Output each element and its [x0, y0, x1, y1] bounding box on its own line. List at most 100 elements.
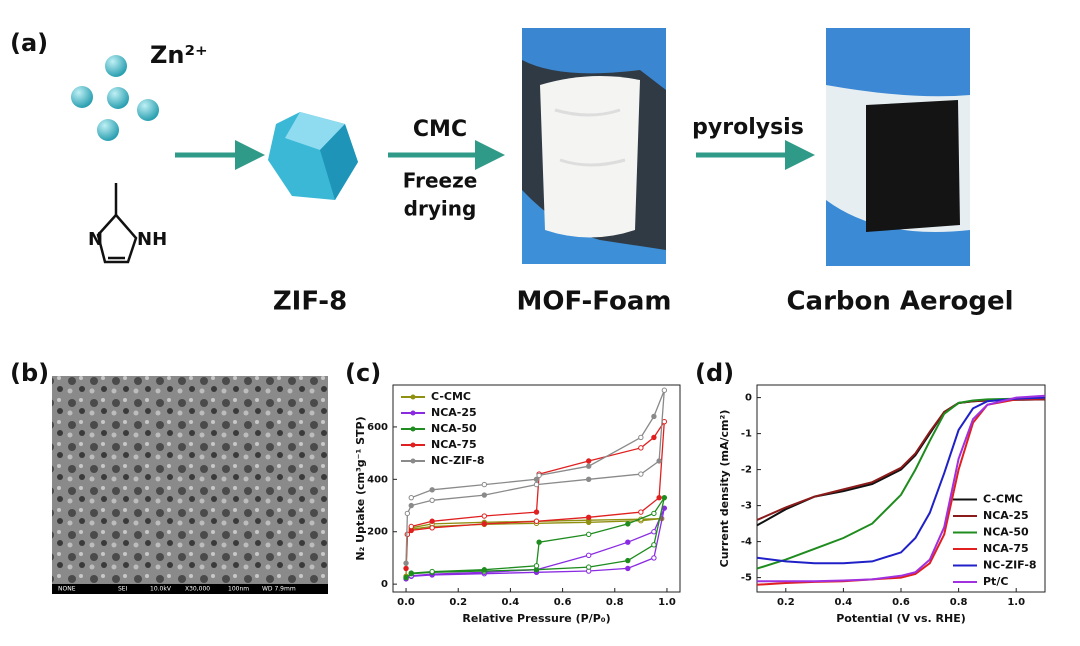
sem-text: 100nm: [228, 586, 249, 593]
y-tick-label: 0: [745, 393, 752, 404]
y-tick-label: 200: [367, 527, 388, 538]
product-label: ZIF-8: [273, 287, 347, 317]
y-tick-label: -2: [741, 465, 752, 476]
point: [533, 481, 540, 488]
x-tick-label: 0.4: [502, 597, 520, 608]
point: [651, 510, 657, 517]
sem-text: X30,000: [185, 586, 210, 593]
point: [536, 539, 542, 545]
point: [408, 494, 414, 501]
legend-label: NC-ZIF-8: [983, 559, 1037, 572]
point: [585, 463, 592, 469]
step-label: pyrolysis: [692, 115, 804, 140]
series-line: [756, 396, 1046, 565]
x-tick-label: 0.4: [835, 597, 853, 608]
legend-marker: [410, 394, 416, 400]
zn-ions: [71, 55, 159, 141]
series-line: [757, 394, 1046, 583]
legend-marker: [410, 458, 416, 464]
point: [481, 492, 488, 498]
panel-label: (b): [10, 359, 49, 387]
x-tick-label: 0.2: [777, 597, 795, 608]
x-tick-label: 1.0: [658, 597, 676, 608]
ring-nh: NH: [137, 229, 167, 250]
point: [661, 387, 668, 393]
legend-label: Pt/C: [983, 575, 1008, 588]
point: [585, 458, 592, 464]
x-tick-label: 0.8: [606, 597, 624, 608]
series-line: [756, 398, 1046, 521]
point: [429, 497, 435, 503]
y-tick-label: -1: [741, 429, 752, 440]
x-tick-label: 1.0: [1007, 597, 1025, 608]
step-label: drying: [404, 197, 477, 221]
point: [429, 568, 435, 575]
ion-label: Zn²⁺: [150, 41, 208, 69]
point: [481, 521, 488, 527]
point: [585, 514, 592, 521]
plot-frame: [392, 384, 681, 593]
point: [625, 565, 631, 572]
legend-label: C-CMC: [983, 493, 1023, 506]
point: [651, 413, 657, 420]
legend-label: NCA-75: [983, 542, 1029, 555]
x-axis-label: Relative Pressure (P/P₀): [462, 612, 610, 625]
y-axis-label: N₂ Uptake (cm³g⁻¹ STP): [354, 416, 367, 560]
sem-image: [52, 376, 328, 594]
point: [638, 445, 644, 451]
legend-label: C-CMC: [431, 390, 471, 403]
panel-label: (a): [10, 29, 48, 57]
point: [651, 529, 657, 535]
sem-text: NONE: [58, 586, 76, 593]
point: [638, 434, 644, 441]
point: [585, 564, 592, 570]
point: [533, 509, 540, 515]
legend-label: NCA-50: [983, 526, 1029, 539]
legend-marker: [410, 426, 416, 432]
point: [429, 518, 435, 524]
step-label: CMC: [413, 117, 467, 142]
y-tick-label: -5: [741, 573, 752, 584]
point: [403, 560, 409, 566]
point: [656, 458, 662, 464]
point: [481, 567, 488, 573]
point: [625, 521, 631, 527]
x-axis-label: Potential (V vs. RHE): [836, 612, 966, 625]
point: [536, 472, 542, 479]
point: [481, 481, 488, 488]
series-line: [756, 398, 1046, 527]
point: [625, 539, 631, 545]
point: [408, 570, 414, 576]
point: [408, 502, 414, 509]
ring-n: N: [88, 229, 103, 250]
series-line: [756, 397, 1046, 570]
point: [585, 476, 592, 483]
point: [625, 557, 631, 564]
point: [481, 513, 488, 519]
product-label: MOF-Foam: [517, 287, 672, 317]
point: [408, 523, 414, 530]
step-label: Freeze: [403, 169, 478, 193]
y-tick-label: 0: [381, 579, 388, 590]
point: [651, 555, 657, 561]
point: [403, 574, 409, 581]
point: [651, 434, 657, 441]
x-tick-label: 0.6: [554, 597, 572, 608]
product-label: Carbon Aerogel: [786, 287, 1013, 317]
panel-label: (c): [345, 359, 381, 387]
point: [404, 510, 411, 517]
x-tick-label: 0.2: [449, 597, 467, 608]
legend-label: NC-ZIF-8: [431, 454, 485, 467]
y-tick-label: 400: [367, 474, 388, 485]
series-line: [405, 419, 666, 569]
y-tick-label: 600: [367, 422, 388, 433]
point: [533, 476, 540, 483]
sem-text: 10.0kV: [150, 586, 172, 593]
point: [651, 542, 657, 548]
point: [403, 565, 409, 572]
zif8-crystal: [268, 112, 358, 200]
carbon-aerogel-photo: [826, 28, 970, 266]
panel-label: (d): [695, 359, 734, 387]
point: [429, 487, 435, 493]
